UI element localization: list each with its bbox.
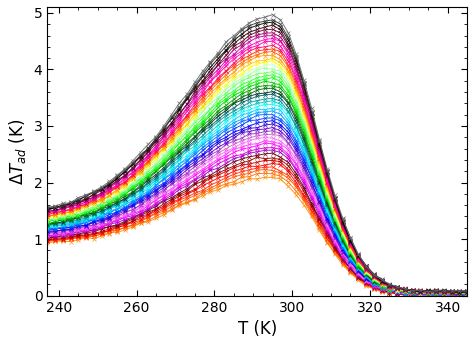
Y-axis label: $\Delta T_{ad}$ (K): $\Delta T_{ad}$ (K) [7,118,28,185]
X-axis label: T (K): T (K) [237,320,277,338]
